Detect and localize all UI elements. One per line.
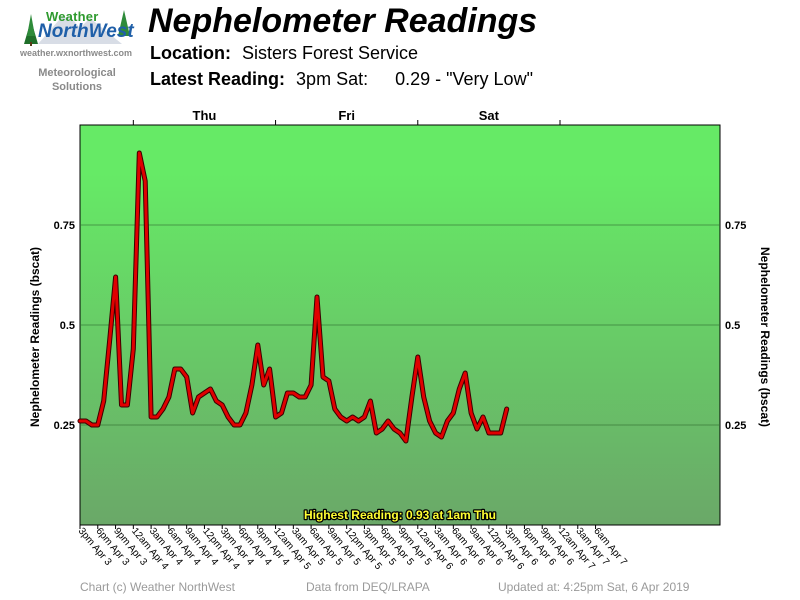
series-line (78, 151, 509, 443)
y-tick-label-left-2: 0.75 (54, 220, 75, 232)
y-tick-label-left-1: 0.5 (60, 320, 75, 332)
page-title: Nephelometer Readings (148, 2, 538, 40)
highest-reading-label: Highest Reading: 0.93 at 1am Thu (304, 508, 496, 522)
day-label-1: Fri (338, 108, 355, 123)
y-tick-label-right-2: 0.75 (725, 220, 746, 232)
logo-url[interactable]: weather.wxnorthwest.com (19, 48, 133, 58)
logo-tagline: Meteorological Solutions (22, 66, 132, 94)
latest-reading-time: 3pm Sat: (296, 69, 369, 89)
weather-northwest-logo[interactable]: Weather NorthWest weather.wxnorthwest.co… (8, 4, 138, 100)
latest-reading-label: Latest Reading: (150, 69, 286, 89)
y-tick-label-left-0: 0.25 (54, 420, 75, 432)
location-line: Location: Sisters Forest Service (150, 43, 418, 64)
logo-brand-weather: Weather (46, 9, 99, 24)
y-tick-label-right-1: 0.5 (725, 320, 740, 332)
logo-brand-northwest: NorthWest (38, 21, 134, 42)
y-tick-label-right-0: 0.25 (725, 420, 746, 432)
logo-mountain-icon (24, 10, 130, 46)
logo-tagline-line-1: Meteorological (38, 67, 116, 79)
day-label-2: Sat (479, 108, 500, 123)
latest-reading-line: Latest Reading: 3pm Sat: 0.29 - "Very Lo… (150, 69, 533, 90)
y-axis-title-right: Nephelometer Readings (bscat) (758, 247, 772, 427)
data-source: Data from DEQ/LRAPA (306, 580, 430, 594)
location-value: Sisters Forest Service (242, 43, 419, 63)
latest-reading-value: 0.29 - "Very Low" (395, 69, 533, 89)
day-label-0: Thu (193, 108, 217, 123)
logo-tagline-line-2: Solutions (51, 81, 103, 93)
y-axis-title-left: Nephelometer Readings (bscat) (28, 247, 42, 427)
chart-credit: Chart (c) Weather NorthWest (80, 580, 235, 594)
updated-timestamp: Updated at: 4:25pm Sat, 6 Apr 2019 (498, 580, 690, 594)
location-label: Location: (150, 43, 231, 63)
